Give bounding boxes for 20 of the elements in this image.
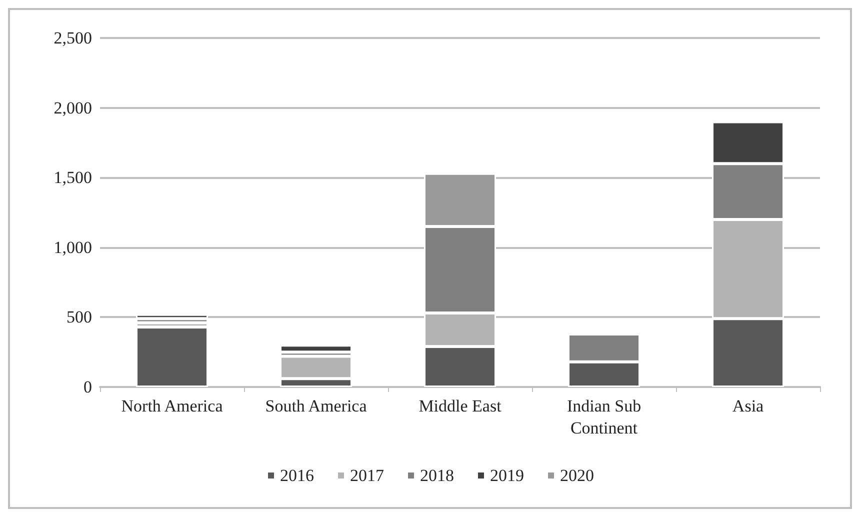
y-tick-label: 500 xyxy=(66,308,92,327)
legend-label: 2019 xyxy=(490,466,524,485)
bar xyxy=(136,314,208,319)
bar xyxy=(136,326,208,387)
y-tick-label: 1,500 xyxy=(54,168,92,188)
bar xyxy=(136,318,208,323)
legend-label: 2017 xyxy=(350,466,384,485)
x-tick-label: North America xyxy=(121,396,224,416)
legend-label: 2018 xyxy=(420,466,454,485)
x-tick-label: Asia xyxy=(732,396,764,416)
y-tick-label: 1,000 xyxy=(54,238,92,257)
legend-label: 2020 xyxy=(560,466,594,485)
bar xyxy=(280,345,352,352)
x-tick-label: Middle East xyxy=(418,396,502,416)
x-tick-label: South America xyxy=(265,396,368,416)
y-tick-label: 2,000 xyxy=(54,98,92,118)
y-tick-label: 2,500 xyxy=(54,28,92,48)
legend-label: 2016 xyxy=(280,466,314,485)
x-tick-label: Indian Sub Continent xyxy=(566,396,642,438)
y-tick-label: 0 xyxy=(84,378,92,396)
